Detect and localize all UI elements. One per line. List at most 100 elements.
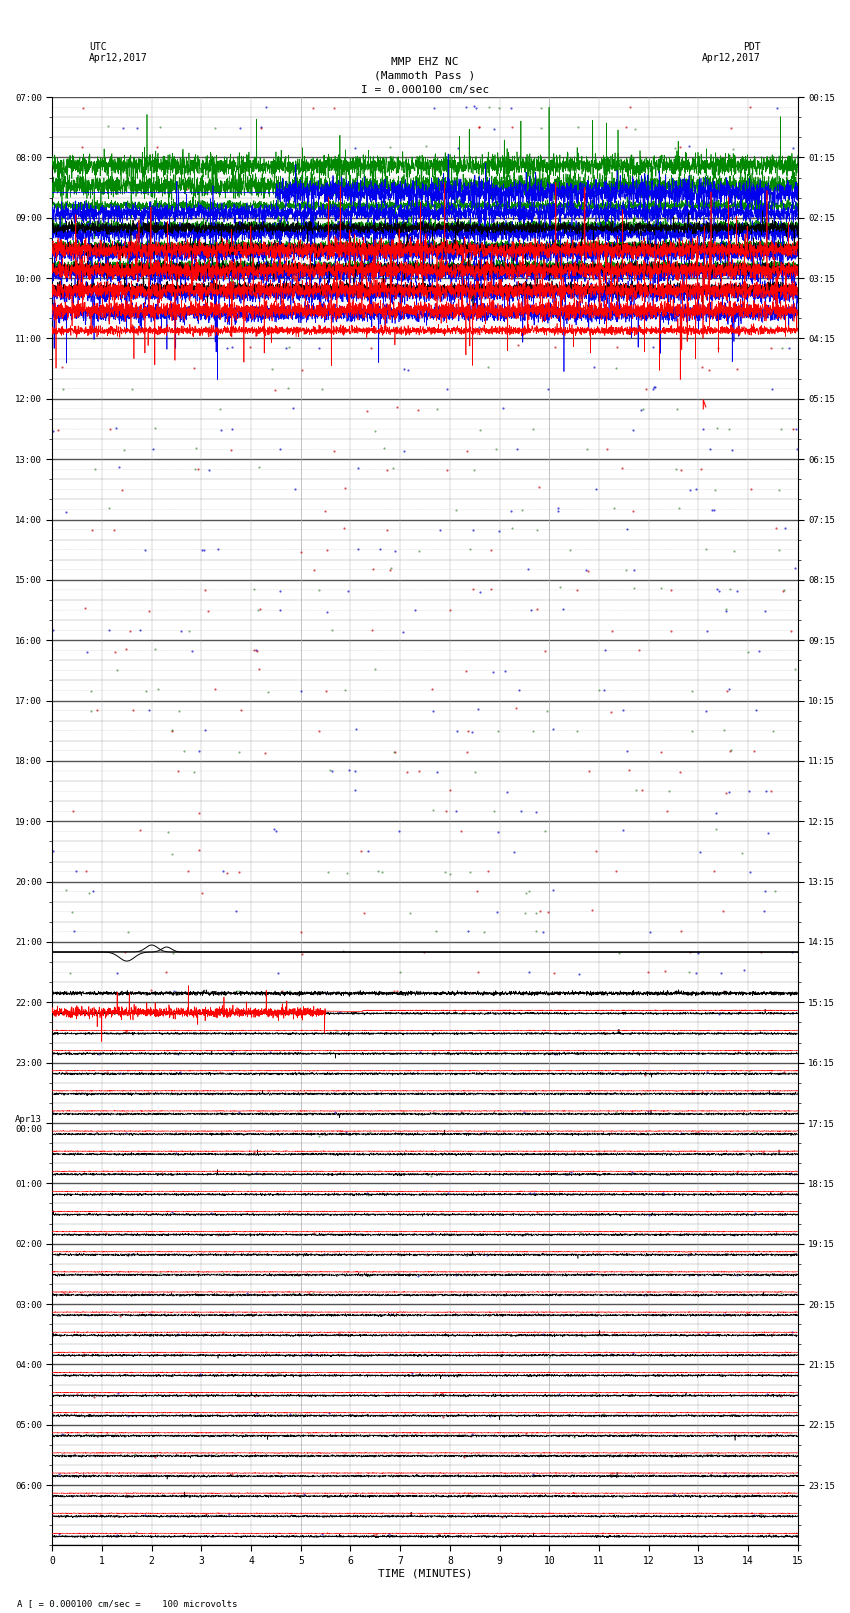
Point: [388, 539, 402, 565]
Point: [665, 618, 678, 644]
Point: [509, 255, 523, 281]
Point: [111, 1381, 125, 1407]
Point: [695, 355, 709, 381]
Point: [598, 637, 612, 663]
Point: [633, 1121, 647, 1147]
Point: [654, 576, 667, 602]
Point: [341, 577, 354, 603]
Point: [65, 1482, 78, 1508]
Point: [473, 115, 486, 140]
Point: [770, 95, 784, 121]
Point: [718, 1460, 732, 1486]
Point: [719, 598, 733, 624]
Point: [223, 1221, 236, 1247]
Point: [360, 1181, 374, 1207]
Point: [225, 1461, 239, 1487]
Point: [628, 173, 642, 198]
Point: [153, 274, 167, 300]
Point: [429, 195, 443, 221]
Point: [672, 495, 686, 521]
Point: [427, 95, 440, 121]
Point: [218, 318, 232, 344]
Point: [689, 960, 703, 986]
Point: [710, 576, 723, 602]
Point: [333, 1000, 347, 1026]
Point: [464, 1423, 478, 1448]
Point: [455, 818, 468, 844]
Point: [160, 1503, 173, 1529]
Point: [490, 1060, 503, 1086]
Point: [397, 437, 411, 463]
Point: [611, 1018, 625, 1044]
Point: [480, 1242, 494, 1268]
Point: [700, 618, 714, 644]
Point: [552, 495, 565, 521]
Point: [491, 819, 505, 845]
Point: [567, 1424, 581, 1450]
Point: [198, 577, 212, 603]
Point: [505, 515, 518, 540]
Point: [438, 1361, 451, 1387]
Point: [683, 1240, 697, 1266]
Point: [728, 539, 741, 565]
Point: [294, 174, 308, 200]
Point: [269, 818, 282, 844]
Point: [66, 798, 80, 824]
Point: [225, 334, 239, 360]
Point: [557, 294, 570, 319]
Point: [718, 1442, 732, 1468]
Point: [255, 1060, 269, 1086]
Point: [234, 697, 247, 723]
Point: [64, 960, 77, 986]
Point: [81, 1502, 94, 1528]
Point: [477, 1121, 490, 1147]
Point: [264, 1039, 277, 1065]
Point: [55, 1421, 69, 1447]
Point: [427, 698, 440, 724]
Point: [759, 777, 773, 803]
Point: [640, 979, 654, 1005]
Point: [750, 1181, 763, 1207]
Point: [282, 1198, 296, 1224]
Point: [273, 152, 286, 177]
Point: [707, 858, 721, 884]
Point: [446, 316, 460, 342]
Point: [303, 1281, 316, 1307]
Point: [436, 1403, 450, 1429]
Point: [469, 95, 483, 121]
Point: [110, 656, 124, 682]
Point: [139, 1502, 152, 1528]
Point: [627, 155, 641, 181]
Point: [403, 900, 416, 926]
Point: [774, 1382, 788, 1408]
Point: [459, 95, 473, 121]
Point: [200, 1502, 213, 1528]
Point: [457, 998, 471, 1024]
Point: [518, 1100, 531, 1126]
Point: [638, 1402, 652, 1428]
Point: [637, 1321, 650, 1347]
Point: [464, 274, 478, 300]
Point: [547, 716, 560, 742]
Point: [548, 1040, 562, 1066]
Point: [689, 476, 703, 502]
Point: [314, 376, 328, 402]
Point: [761, 1423, 774, 1448]
Point: [605, 1460, 619, 1486]
Point: [216, 858, 230, 884]
Point: [187, 355, 201, 381]
Point: [623, 255, 637, 281]
Point: [573, 1219, 586, 1245]
Point: [419, 235, 433, 261]
Point: [758, 598, 772, 624]
Point: [254, 115, 268, 140]
Point: [691, 940, 705, 966]
Point: [343, 758, 356, 784]
Point: [741, 1019, 755, 1045]
Point: [785, 1160, 798, 1186]
Point: [60, 498, 73, 524]
Point: [424, 1163, 438, 1189]
Point: [768, 1161, 781, 1187]
Point: [524, 316, 537, 342]
Point: [484, 576, 498, 602]
